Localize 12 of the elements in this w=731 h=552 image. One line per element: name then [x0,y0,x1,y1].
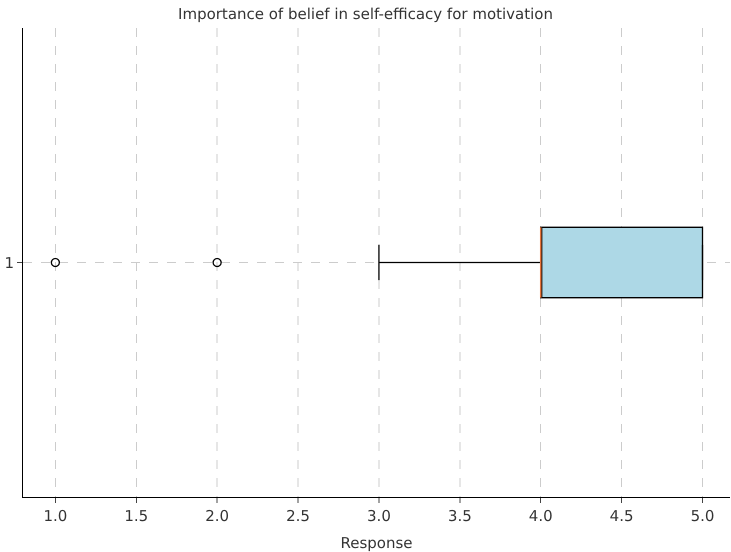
x-tick-label: 3.5 [448,507,472,525]
x-tick-label: 2.0 [205,507,230,525]
x-axis-title: Response [340,534,413,552]
x-tick-label: 4.5 [610,507,634,525]
x-tick-label: 5.0 [690,507,714,525]
x-tick-label: 3.0 [367,507,391,525]
x-tick-label: 1.0 [43,507,68,525]
x-tick-label: 2.5 [286,507,310,525]
y-tick-label: 1 [4,254,14,272]
chart-title: Importance of belief in self-efficacy for motivation [178,4,553,23]
x-tick-label: 1.5 [124,507,148,525]
x-tick-label: 4.0 [528,507,553,525]
